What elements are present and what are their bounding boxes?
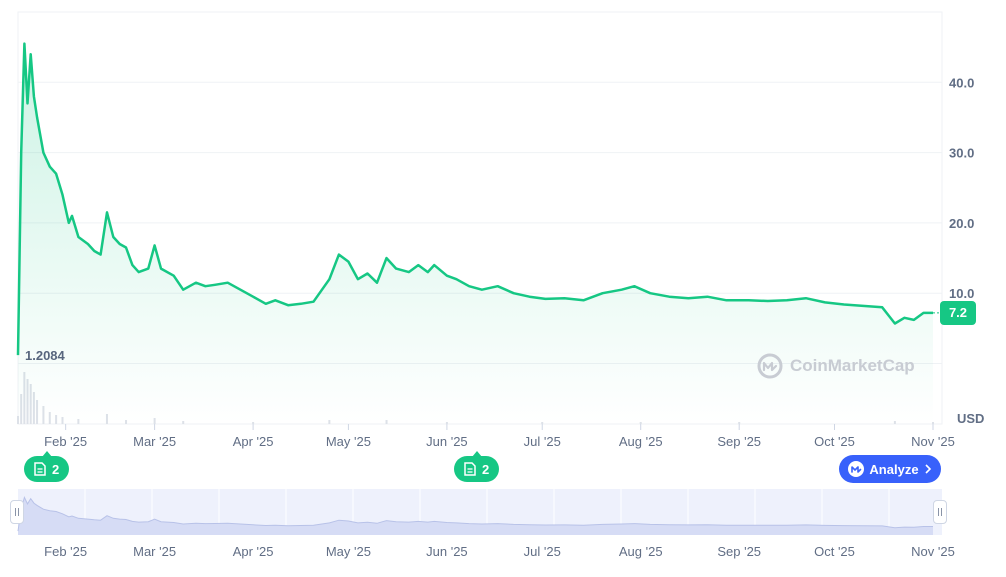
x-tick-label: Jul '25 xyxy=(524,434,561,449)
range-navigator[interactable] xyxy=(17,489,942,535)
x-tick-label: Aug '25 xyxy=(619,434,663,449)
navigator-area xyxy=(18,497,933,535)
x-tick-label: May '25 xyxy=(326,434,371,449)
news-marker-count: 2 xyxy=(52,461,60,477)
period-low-label: 1.2084 xyxy=(25,348,65,363)
navigator-x-tick-label: Sep '25 xyxy=(717,544,761,559)
x-tick-label: Sep '25 xyxy=(717,434,761,449)
x-axis-ticks: Feb '25 Mar '25 Apr '25 May '25 Jun '25 Jul '… xyxy=(44,424,955,449)
y-tick-label: 40.0 xyxy=(949,75,974,90)
news-marker-2[interactable]: 2 xyxy=(454,451,500,482)
navigator-x-tick-label: Aug '25 xyxy=(619,544,663,559)
news-marker-1[interactable]: 2 xyxy=(24,451,70,482)
navigator-x-tick-label: Jun '25 xyxy=(426,544,468,559)
navigator-left-handle[interactable] xyxy=(10,500,24,524)
price-line xyxy=(16,42,933,356)
y-tick-label: 20.0 xyxy=(949,216,974,231)
navigator-x-tick-label: May '25 xyxy=(326,544,371,559)
watermark-text: CoinMarketCap xyxy=(790,356,915,375)
x-tick-label: Nov '25 xyxy=(911,434,955,449)
y-axis-ticks: 10.0 20.0 30.0 40.0 xyxy=(949,75,974,301)
navigator-x-tick-label: Jul '25 xyxy=(524,544,561,559)
analyze-label: Analyze xyxy=(869,461,919,477)
navigator-right-handle[interactable] xyxy=(933,500,947,524)
currency-label: USD xyxy=(957,411,985,426)
navigator-x-tick-label: Feb '25 xyxy=(44,544,87,559)
navigator-x-tick-label: Mar '25 xyxy=(133,544,176,559)
coinmarketcap-logo-icon xyxy=(757,353,783,379)
navigator-x-tick-label: Oct '25 xyxy=(814,544,855,559)
document-icon xyxy=(34,462,46,476)
price-area xyxy=(18,43,933,424)
navigator-line xyxy=(17,495,933,532)
watermark: CoinMarketCap xyxy=(756,352,915,380)
navigator-x-tick-label: Apr '25 xyxy=(233,544,274,559)
analyze-logo-icon xyxy=(848,461,865,477)
x-tick-label: Jun '25 xyxy=(426,434,468,449)
document-icon xyxy=(464,462,476,476)
x-tick-label: Apr '25 xyxy=(233,434,274,449)
navigator-x-tick-label: Nov '25 xyxy=(911,544,955,559)
y-tick-label: 30.0 xyxy=(949,146,974,161)
x-tick-label: Mar '25 xyxy=(133,434,176,449)
analyze-button[interactable]: Analyze xyxy=(839,455,941,483)
y-tick-label: 10.0 xyxy=(949,286,974,301)
x-tick-label: Feb '25 xyxy=(44,434,87,449)
x-tick-label: Oct '25 xyxy=(814,434,855,449)
current-price-badge: 7.2 xyxy=(940,301,976,325)
chevron-right-icon xyxy=(924,464,931,474)
news-marker-count: 2 xyxy=(482,461,490,477)
navigator-x-ticks: Feb '25 Mar '25 Apr '25 May '25 Jun '25 Jul '… xyxy=(44,544,955,559)
